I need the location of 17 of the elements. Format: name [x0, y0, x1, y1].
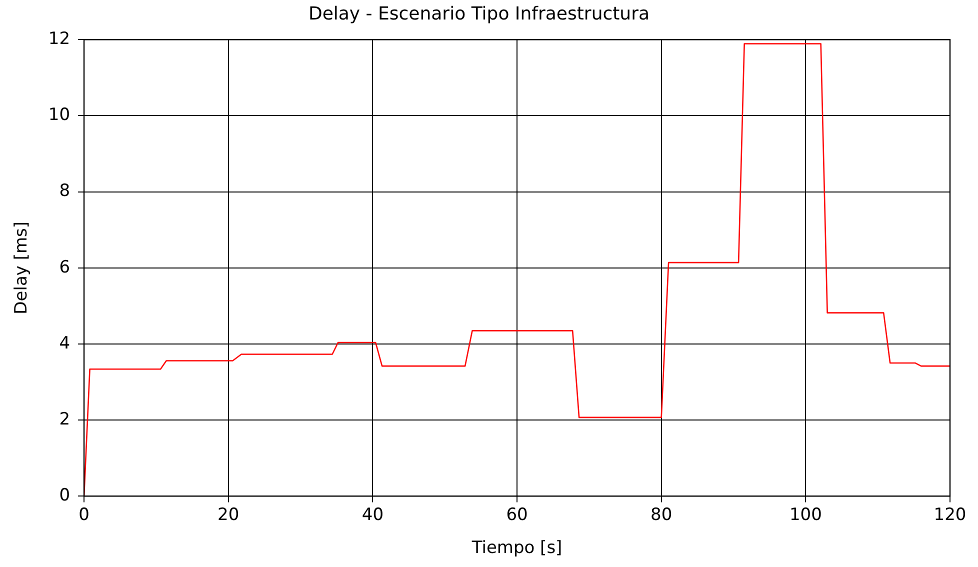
y-tick-label: 0 — [59, 486, 70, 506]
x-tick-label: 0 — [78, 504, 90, 525]
y-tick-label: 12 — [48, 29, 70, 50]
x-tick-label: 20 — [218, 504, 240, 525]
x-tick-label: 120 — [934, 504, 966, 525]
x-tick-label: 100 — [789, 504, 822, 525]
y-tick-label: 2 — [59, 410, 70, 430]
x-tick-label: 80 — [650, 504, 672, 525]
x-tick-label: 40 — [362, 504, 384, 525]
y-tick-label: 8 — [59, 181, 70, 202]
y-tick-label: 6 — [59, 257, 70, 278]
x-axis-title: Tiempo [s] — [470, 538, 562, 558]
y-tick-label: 10 — [48, 105, 70, 126]
x-tick-label: 60 — [506, 504, 528, 525]
y-axis-title: Delay [ms] — [12, 221, 32, 314]
chart-title: Delay - Escenario Tipo Infraestructura — [308, 3, 650, 24]
y-tick-label: 4 — [59, 333, 70, 354]
